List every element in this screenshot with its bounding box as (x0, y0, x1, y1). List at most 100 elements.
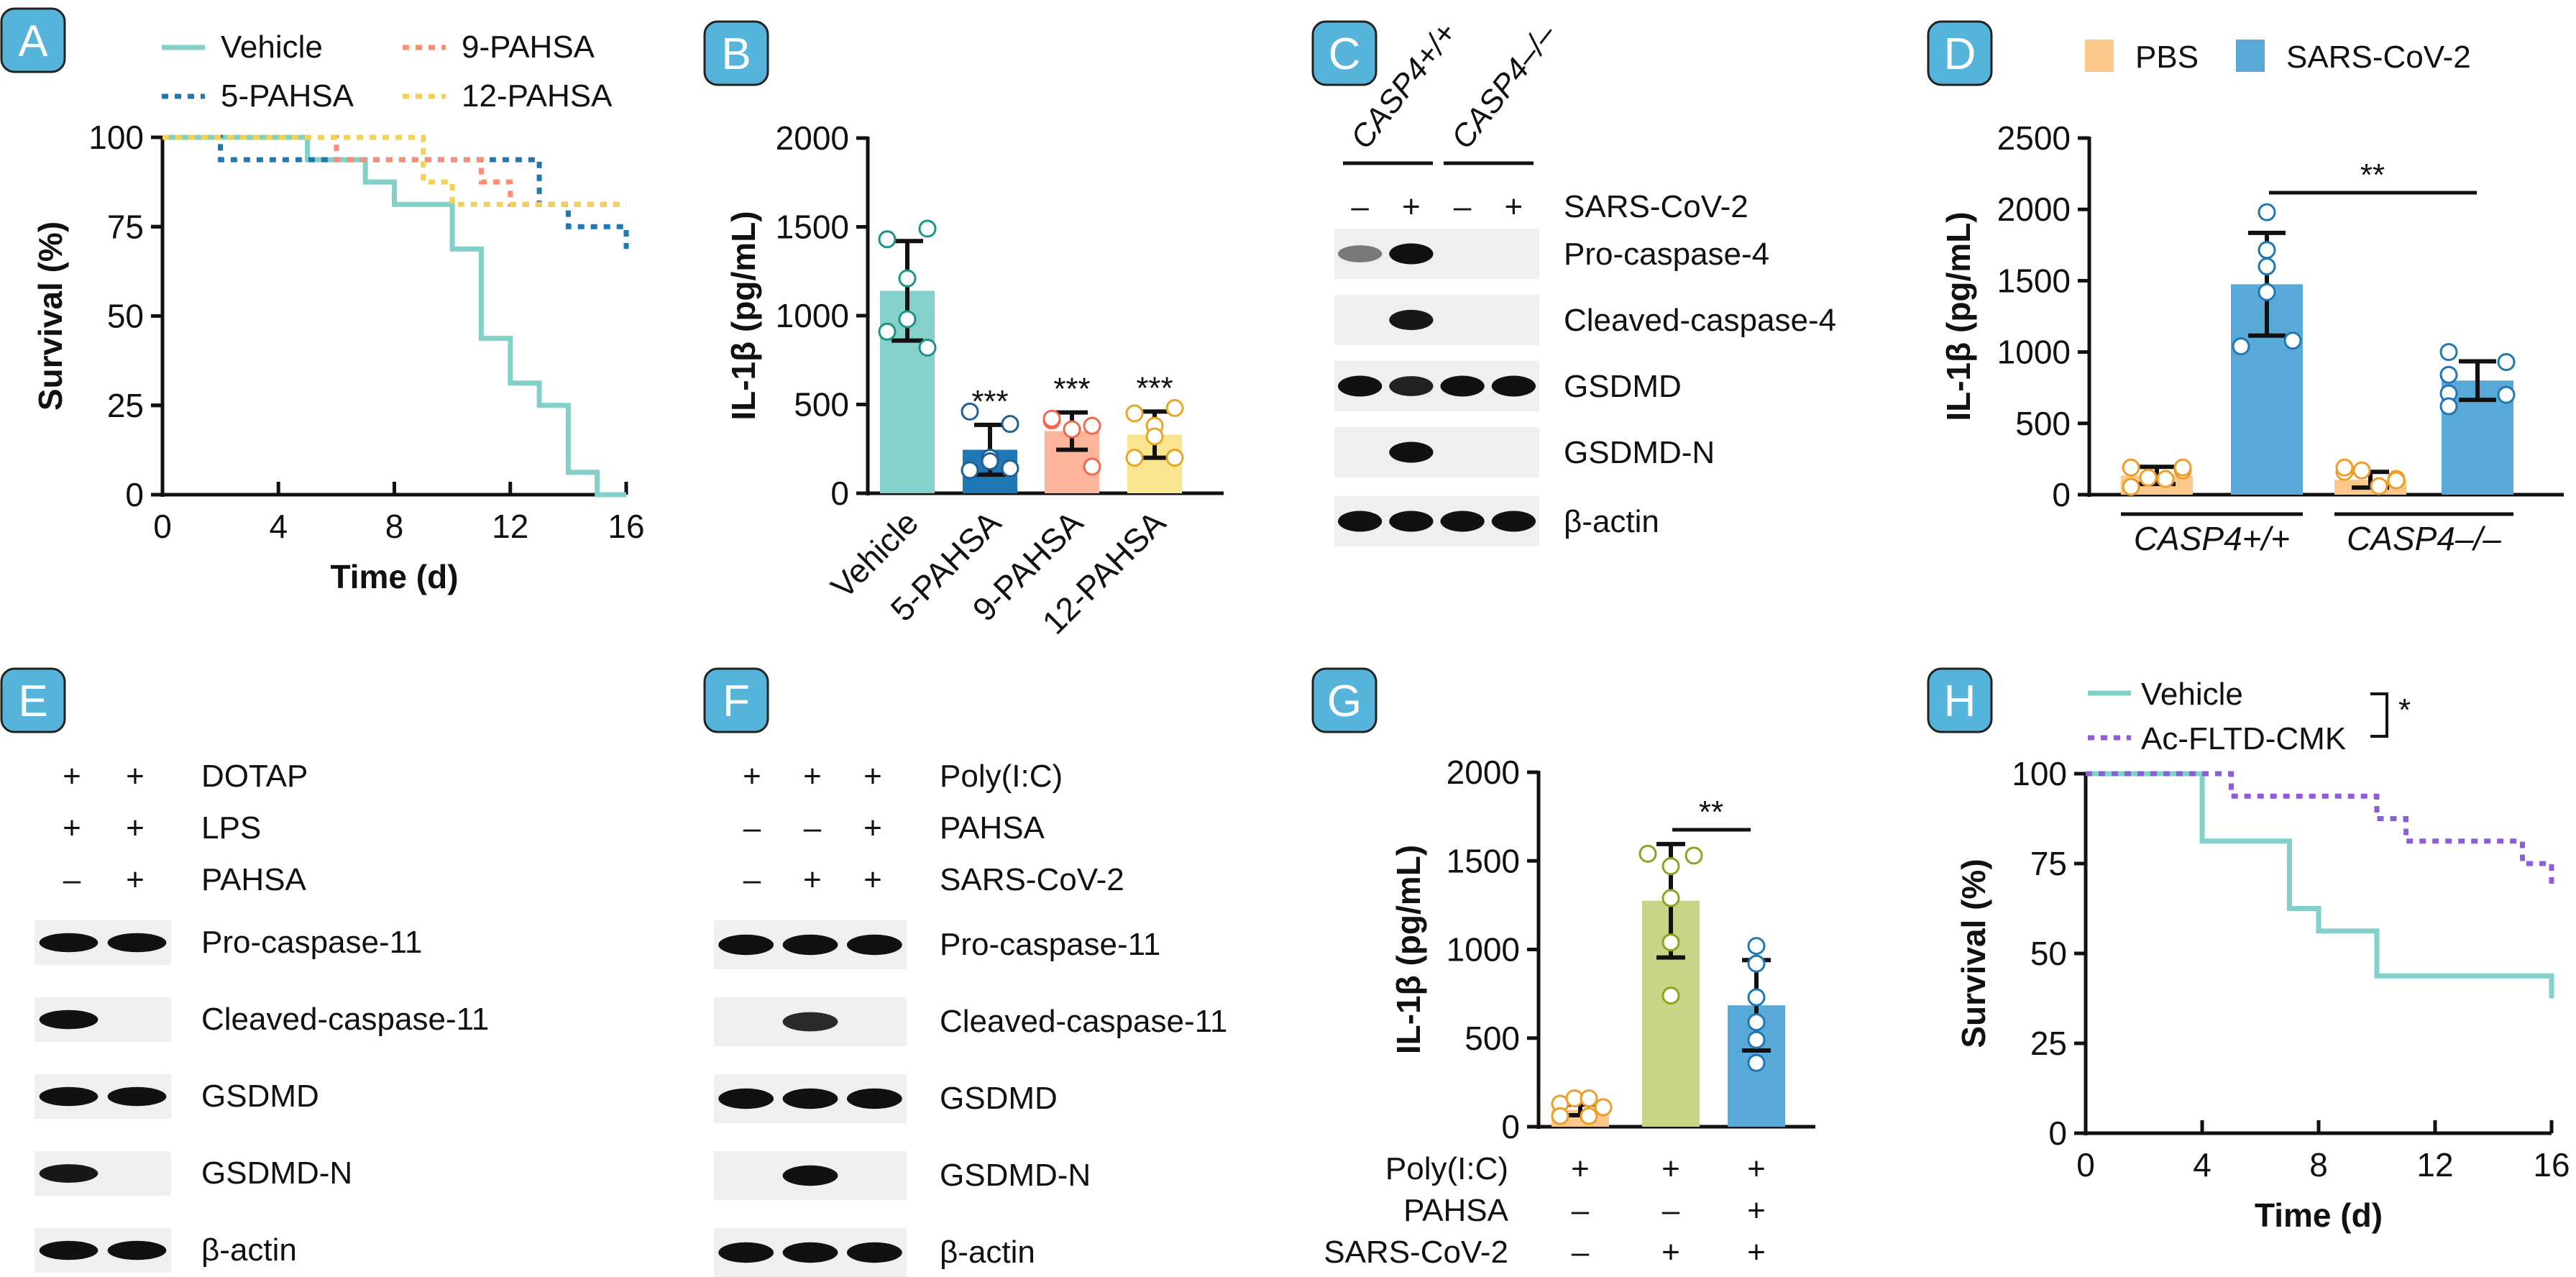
data-point (1580, 1107, 1598, 1125)
blot-band (1440, 511, 1485, 532)
significance-bracket (2370, 692, 2388, 738)
treatment-sign: + (126, 810, 145, 846)
treatment-sign: + (1747, 1151, 1766, 1186)
survival-curve-9-pahsa (162, 134, 626, 207)
panel-label-f: F (703, 667, 769, 733)
data-point (1125, 449, 1144, 467)
x-tick-label: 16 (2533, 1146, 2570, 1184)
panel-h: 0 25 50 75 100 0 4 8 12 16 Time (d) Survival (%) Veh… (1955, 677, 2570, 1234)
x-tick-label: 16 (608, 508, 644, 545)
bar-group-sars-cov-2 (2439, 343, 2516, 495)
x-tick-label: 8 (385, 508, 404, 545)
blot-row-label: Cleaved-caspase-4 (1564, 303, 1836, 338)
blot-membrane (1334, 295, 1539, 345)
y-tick-label: 75 (107, 208, 144, 245)
y-tick-label: 25 (2030, 1025, 2067, 1062)
x-tick-label: 12 (2416, 1146, 2453, 1184)
blot-row-gsdmd-n (1334, 427, 1539, 477)
blot-row-label: GSDMD (201, 1079, 319, 1114)
blot-band (782, 1012, 838, 1032)
treatment-sign: + (1661, 1235, 1680, 1270)
data-point (2335, 458, 2354, 477)
data-point (961, 461, 979, 480)
legend-label: 5-PAHSA (221, 78, 354, 114)
treatment-sign: + (803, 759, 822, 794)
blot-band (846, 934, 902, 956)
panel-label-letter: F (723, 677, 750, 726)
blot-band (782, 934, 838, 956)
panel-g: 0 500 1000 1500 2000 IL-1β (pg/mL) ** Poly(I:C)… (1324, 754, 1815, 1270)
y-tick-label: 50 (2030, 935, 2067, 972)
blot-band (107, 1240, 167, 1260)
blot-band (718, 934, 774, 956)
blot-band (39, 1010, 98, 1030)
blot-band (846, 1088, 902, 1109)
blot-row-β-actin (35, 1228, 171, 1273)
treatment-sign: – (1454, 189, 1472, 224)
panel-label-letter: A (18, 17, 48, 66)
y-tick-label: 1500 (1997, 262, 2071, 299)
x-tick-label: 0 (153, 508, 172, 545)
blot-band (782, 1242, 838, 1263)
data-point (2283, 331, 2302, 350)
blot-band (1389, 243, 1434, 265)
blot-row-label: Pro-caspase-11 (201, 925, 422, 960)
data-point (2232, 337, 2250, 356)
blot-band (107, 1086, 167, 1107)
data-point (2122, 477, 2140, 496)
data-point (1594, 1098, 1613, 1117)
legend-label: 12-PAHSA (462, 78, 613, 114)
blot-row-gsdmd-n (35, 1151, 171, 1196)
significance-mark: ** (1699, 795, 1723, 830)
y-tick-label: 1000 (1447, 931, 1520, 969)
y-tick-label: 0 (125, 476, 144, 513)
bar-group-pbs (2334, 458, 2406, 495)
data-point (1685, 846, 1703, 865)
data-point (2439, 397, 2458, 416)
y-axis-title: Survival (%) (32, 221, 69, 411)
data-point (878, 322, 897, 341)
data-point (2258, 203, 2276, 221)
blot-row-label: GSDMD-N (1564, 435, 1715, 470)
treatment-sign: + (63, 810, 81, 846)
panel-e: + + DOTAP + + LPS – + PAHSA Pro-caspase-11 Cleaved… (35, 759, 489, 1273)
blot-band (846, 1242, 902, 1263)
treatment-sign: – (1572, 1235, 1590, 1270)
legend: Vehicle Ac-FLTD-CMK * (2088, 677, 2411, 756)
panel-label-letter: D (1944, 29, 1976, 79)
x-tick-label: 4 (269, 508, 288, 545)
data-point (2139, 468, 2158, 487)
panel-label-d: D (1927, 20, 1993, 86)
treatment-sign: + (1661, 1151, 1680, 1186)
treatment-sign: – (1662, 1193, 1680, 1228)
panel-label-letter: H (1944, 677, 1976, 726)
legend-label: 9-PAHSA (462, 29, 595, 65)
blot-band (39, 933, 98, 953)
data-point (1661, 987, 1680, 1005)
blot-band (1337, 511, 1383, 532)
panel-a: 0 25 50 75 100 0 4 8 12 16 Time (d) Survival (%) Veh… (32, 29, 645, 595)
data-point (1165, 449, 1184, 467)
treatment-label: Poly(I:C) (1385, 1151, 1508, 1186)
data-point (2370, 477, 2388, 495)
treatment-sign: – (63, 862, 81, 897)
treatment-sign: + (743, 759, 761, 794)
blot-band (1337, 245, 1383, 262)
blot-row-pro-caspase-11 (35, 920, 171, 965)
blot-row-gsdmd-n (714, 1151, 907, 1200)
x-tick-label: 12 (492, 508, 528, 545)
blot-row-label: β-actin (1564, 504, 1659, 539)
y-tick-label: 1500 (776, 209, 849, 246)
treatment-sign: + (1571, 1151, 1590, 1186)
treatment-sign: + (63, 759, 81, 794)
data-point (878, 230, 897, 249)
panel-label-letter: E (18, 677, 47, 726)
data-point (1125, 404, 1144, 423)
bar-group-2 (1638, 841, 1703, 1127)
legend-label: Ac-FLTD-CMK (2141, 721, 2346, 756)
y-tick-label: 2500 (1997, 119, 2071, 157)
treatment-sign: + (1747, 1235, 1766, 1270)
blot-row-label: GSDMD (1564, 369, 1682, 404)
